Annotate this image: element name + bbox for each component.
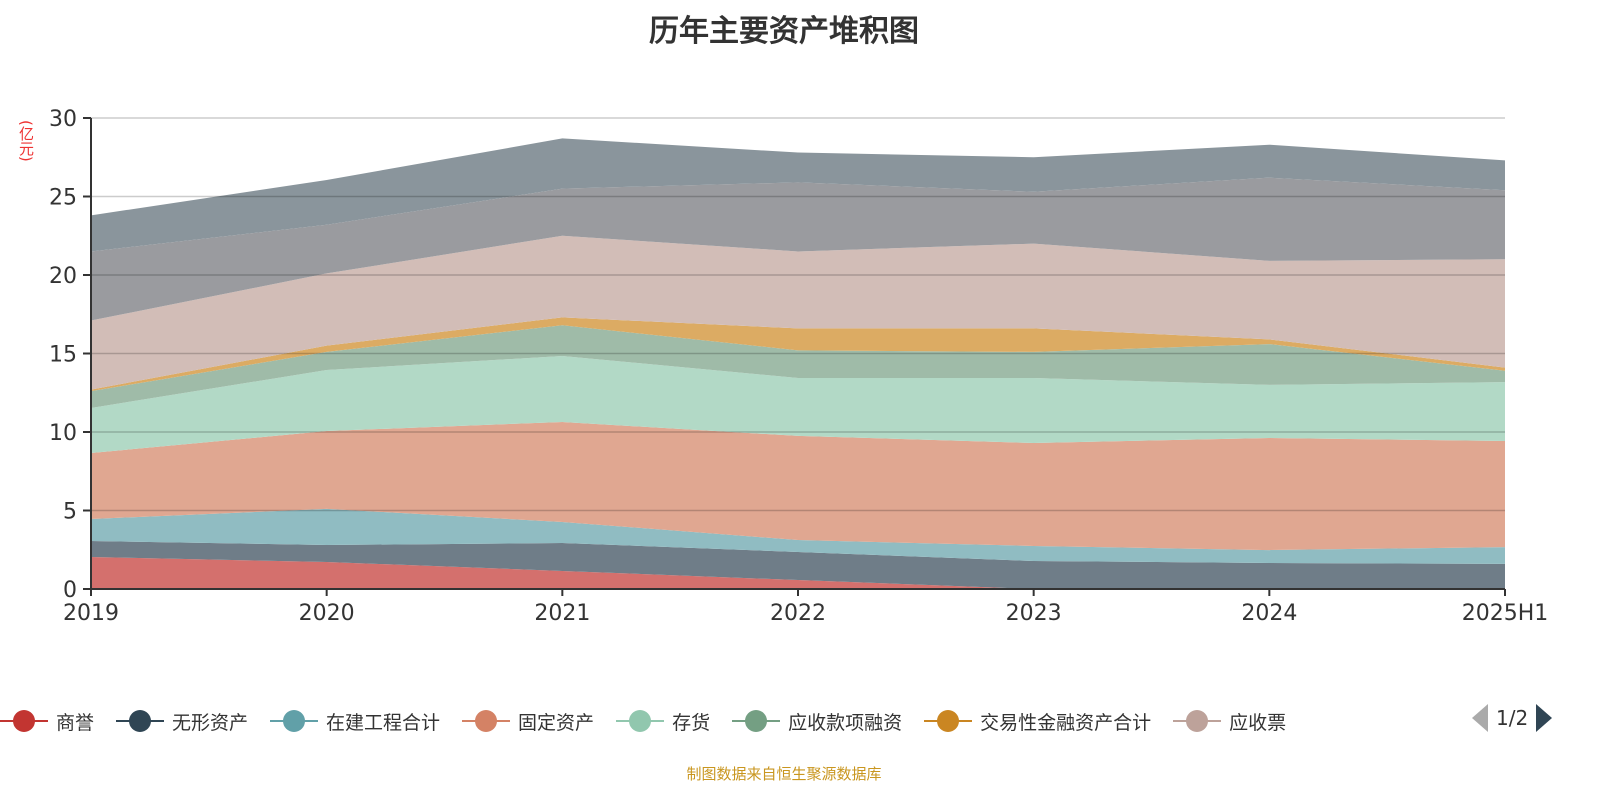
legend-marker-icon (616, 709, 665, 733)
y-tick-label: 0 (63, 578, 77, 603)
legend-marker-icon (1173, 709, 1222, 733)
area-series-4 (91, 356, 1505, 454)
legend-label: 无形资产 (172, 711, 249, 734)
legend: 商誉 无形资产 在建工程合计 固定资产 存货 应收款项融资 交易性金融资产合计 应收票 (0, 704, 1470, 738)
y-tick-label: 5 (63, 500, 77, 525)
y-axis-unit: (亿元) (17, 120, 35, 162)
y-tick-label: 20 (49, 264, 77, 289)
legend-item[interactable]: 商誉 (0, 708, 94, 735)
area-series-3 (91, 421, 1505, 551)
x-tick-label: 2022 (770, 601, 826, 626)
legend-item[interactable]: 无形资产 (116, 708, 248, 735)
data-source-note: 制图数据来自恒生聚源数据库 (686, 765, 882, 783)
legend-marker-icon (270, 709, 319, 733)
x-tick-label: 2023 (1006, 601, 1062, 626)
chart-title: 历年主要资产堆积图 (649, 14, 919, 49)
y-tick-label: 25 (49, 186, 77, 211)
area-series-9 (91, 138, 1505, 252)
legend-next-icon[interactable] (1536, 704, 1553, 732)
area-series-1 (91, 540, 1505, 589)
legend-pager: 1/2 (1472, 704, 1553, 732)
area-series-0 (91, 556, 1505, 589)
legend-page-indicator: 1/2 (1496, 706, 1529, 730)
area-series-2 (91, 508, 1505, 564)
legend-marker-icon (0, 709, 48, 733)
x-tick-label: 2024 (1241, 601, 1297, 626)
area-series-5 (91, 325, 1505, 408)
legend-marker-icon (924, 709, 973, 733)
area-series-8 (91, 177, 1505, 321)
x-tick-label: 2019 (63, 601, 119, 626)
legend-label: 交易性金融资产合计 (980, 711, 1152, 734)
legend-label: 固定资产 (518, 711, 595, 734)
y-tick-label: 30 (49, 107, 77, 132)
legend-marker-icon (116, 709, 165, 733)
legend-item[interactable]: 交易性金融资产合计 (924, 708, 1151, 735)
x-tick-label: 2025H1 (1462, 601, 1549, 626)
y-tick-label: 10 (49, 421, 77, 446)
legend-label: 存货 (672, 711, 711, 734)
legend-item[interactable]: 应收款项融资 (732, 708, 902, 735)
legend-label: 在建工程合计 (326, 711, 441, 734)
legend-item[interactable]: 存货 (616, 708, 710, 735)
x-tick-label: 2021 (534, 601, 590, 626)
stacked-area-chart: 0 5 10 15 20 25 30 2019 2020 2021 2022 2023 2024 2025… (49, 107, 1549, 626)
legend-item[interactable]: 应收票 (1173, 708, 1286, 735)
legend-marker-icon (462, 709, 511, 733)
legend-marker-icon (732, 709, 781, 733)
y-tick-label: 15 (49, 343, 77, 368)
legend-item[interactable]: 固定资产 (462, 708, 594, 735)
legend-label: 应收票 (1229, 711, 1287, 734)
legend-prev-icon[interactable] (1472, 704, 1488, 732)
legend-label: 商誉 (56, 711, 95, 734)
area-series-6 (91, 317, 1505, 392)
legend-item[interactable]: 在建工程合计 (270, 708, 440, 735)
x-tick-label: 2020 (299, 601, 355, 626)
area-series-7 (91, 235, 1505, 390)
legend-label: 应收款项融资 (788, 711, 903, 734)
